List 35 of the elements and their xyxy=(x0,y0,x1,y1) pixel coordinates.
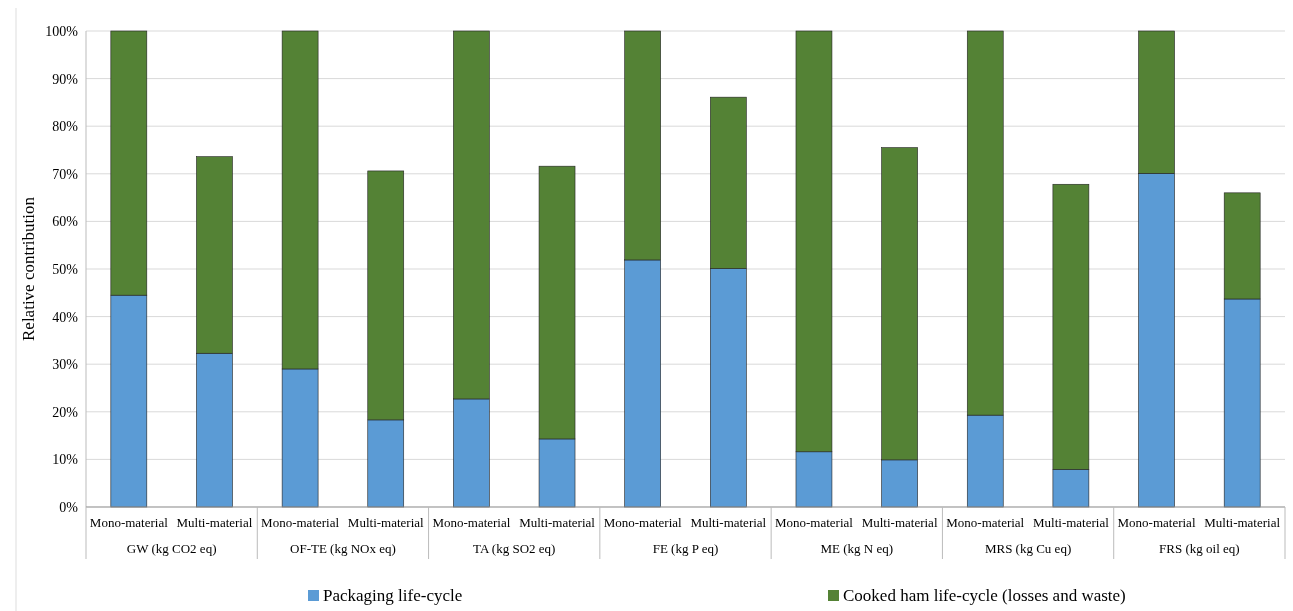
x-tick-label: Multi-material xyxy=(176,515,253,530)
x-tick-label: Mono-material xyxy=(603,515,683,530)
y-tick-label: 20% xyxy=(52,404,79,420)
y-tick-label: 70% xyxy=(52,166,79,182)
y-tick-label: 0% xyxy=(59,499,79,515)
y-tick-label: 30% xyxy=(52,357,79,373)
y-tick-label: 40% xyxy=(52,309,79,325)
y-tick-label: 90% xyxy=(52,71,79,87)
text: ME (kg N eq) xyxy=(820,541,894,556)
text: OF-TE (kg NOx eq) xyxy=(290,541,396,556)
text: MRS (kg Cu eq) xyxy=(984,541,1072,556)
x-tick-label: Mono-material xyxy=(774,515,854,530)
y-tick-label: 50% xyxy=(52,261,79,277)
x-tick-label: Multi-material xyxy=(1204,515,1281,530)
x-tick-label: Multi-material xyxy=(690,515,767,530)
legend-label: Packaging life-cycle xyxy=(323,586,463,605)
x-tick-label: Multi-material xyxy=(861,515,938,530)
x-tick-label: Mono-material xyxy=(89,515,169,530)
y-tick-label: 60% xyxy=(52,214,79,230)
text: GW (kg CO2 eq) xyxy=(126,541,217,556)
x-tick-label: Multi-material xyxy=(519,515,596,530)
y-axis-title: Relative contribution xyxy=(19,196,38,341)
y-tick-label: 10% xyxy=(52,452,79,468)
text: TA (kg SO2 eq) xyxy=(473,541,556,556)
x-tick-label: Multi-material xyxy=(347,515,425,530)
x-tick-label: Mono-material xyxy=(1117,515,1196,530)
x-tick-label: Mono-material xyxy=(432,515,511,530)
text: FE (kg P eq) xyxy=(652,541,719,556)
legend-label: Cooked ham life-cycle (losses and waste) xyxy=(843,586,1126,605)
y-tick-label: 100% xyxy=(45,23,79,39)
x-tick-label: Mono-material xyxy=(261,515,340,530)
y-tick-label: 80% xyxy=(52,119,79,135)
x-tick-label: Multi-material xyxy=(1032,515,1110,530)
text: FRS (kg oil eq) xyxy=(1159,541,1240,556)
x-tick-label: Mono-material xyxy=(946,515,1025,530)
